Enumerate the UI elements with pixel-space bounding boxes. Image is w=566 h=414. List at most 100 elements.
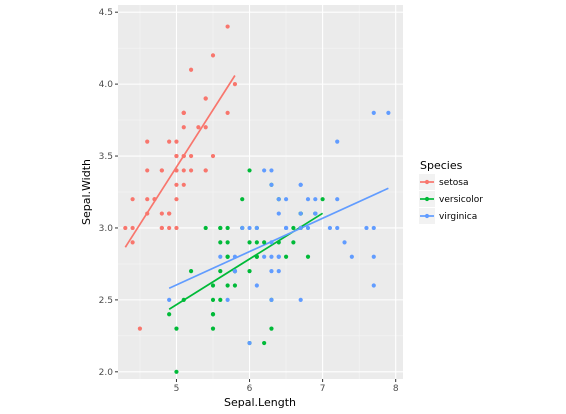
data-point-setosa <box>232 82 238 87</box>
data-point-virginica <box>269 269 274 274</box>
data-point-versicolor <box>291 240 296 245</box>
data-point-versicolor <box>247 269 252 274</box>
legend-item-versicolor: versicolor <box>419 191 483 207</box>
data-point-versicolor <box>174 369 179 374</box>
data-point-virginica <box>335 197 340 202</box>
legend-label: virginica <box>439 212 477 222</box>
data-point-versicolor <box>203 225 208 231</box>
data-point-setosa <box>225 24 230 29</box>
data-point-virginica <box>298 182 303 187</box>
legend-label: versicolor <box>439 195 483 205</box>
data-point-setosa <box>130 225 135 231</box>
data-point-virginica <box>167 297 172 302</box>
data-point-versicolor <box>254 254 259 259</box>
data-point-setosa <box>181 168 186 173</box>
y-tick-label: 3.5 <box>99 152 113 162</box>
data-point-setosa <box>174 168 179 173</box>
data-point-versicolor <box>320 197 325 202</box>
data-point-virginica <box>276 211 281 216</box>
legend-item-virginica: virginica <box>419 208 477 224</box>
data-point-setosa <box>188 67 194 72</box>
data-point-versicolor <box>291 225 296 231</box>
data-point-setosa <box>167 211 172 216</box>
data-point-versicolor <box>218 269 223 274</box>
x-tick-label: 8 <box>393 384 399 394</box>
data-point-setosa <box>145 168 150 173</box>
data-point-virginica <box>349 254 354 259</box>
legend-label: setosa <box>439 178 468 188</box>
y-tick-label: 4.0 <box>99 80 114 90</box>
data-point-virginica <box>298 211 303 216</box>
y-axis-title: Sepal.Width <box>80 159 93 225</box>
data-point-versicolor <box>225 240 230 245</box>
data-point-virginica <box>247 340 252 346</box>
data-point-setosa <box>137 326 143 331</box>
data-point-versicolor <box>188 269 194 274</box>
data-point-setosa <box>159 168 164 173</box>
regression-line-setosa <box>124 75 236 248</box>
data-point-versicolor <box>269 326 274 331</box>
data-point-setosa <box>203 96 208 101</box>
data-point-versicolor <box>254 240 259 245</box>
data-point-setosa <box>225 110 230 115</box>
data-point-versicolor <box>276 240 281 245</box>
data-point-virginica <box>276 254 281 259</box>
data-point-virginica <box>283 197 289 202</box>
data-point-setosa <box>203 125 208 130</box>
legend-title: Species <box>420 159 463 172</box>
data-point-versicolor <box>181 297 186 302</box>
x-axis-tick-labels: 5 6 7 8 <box>174 384 399 394</box>
data-point-virginica <box>232 254 238 259</box>
y-axis-tick-labels: 2.0 2.5 3.0 3.5 4.0 4.5 <box>99 8 114 378</box>
data-point-setosa <box>167 139 172 144</box>
data-point-setosa <box>210 153 216 159</box>
data-point-virginica <box>240 225 245 231</box>
legend-key-point <box>424 196 430 202</box>
data-point-versicolor <box>210 312 216 317</box>
data-point-versicolor <box>225 283 230 288</box>
data-point-virginica <box>371 225 376 231</box>
data-point-virginica <box>276 269 281 274</box>
data-point-virginica <box>262 168 267 173</box>
data-point-setosa <box>145 197 150 202</box>
data-point-versicolor <box>247 168 252 173</box>
data-point-setosa <box>159 225 164 231</box>
data-point-setosa <box>181 153 186 159</box>
data-point-versicolor <box>218 225 223 231</box>
data-point-virginica <box>371 283 376 288</box>
legend-key-point <box>424 179 430 185</box>
data-point-virginica <box>276 197 281 202</box>
data-point-setosa <box>159 211 164 216</box>
data-point-setosa <box>174 153 179 159</box>
data-point-virginica <box>305 197 311 202</box>
data-point-virginica <box>342 240 347 245</box>
legend: Species setosa versicolor virginica <box>419 159 483 224</box>
data-point-virginica <box>269 297 274 302</box>
data-point-setosa <box>130 240 135 245</box>
data-point-virginica <box>232 269 238 274</box>
data-point-setosa <box>188 153 194 159</box>
data-point-versicolor <box>167 312 172 317</box>
data-point-virginica <box>283 225 289 231</box>
data-point-setosa <box>181 125 186 130</box>
data-point-versicolor <box>240 197 245 202</box>
data-point-virginica <box>254 283 259 288</box>
data-point-setosa <box>174 197 179 202</box>
y-tick-label: 2.0 <box>99 368 114 378</box>
data-point-setosa <box>181 110 186 115</box>
data-point-setosa <box>145 139 150 144</box>
data-point-virginica <box>313 211 318 216</box>
regression-lines <box>124 75 389 310</box>
data-point-virginica <box>218 254 223 259</box>
data-point-setosa <box>196 125 201 130</box>
data-point-virginica <box>305 225 311 231</box>
legend-keys: setosa versicolor virginica <box>419 174 483 224</box>
legend-key-point <box>424 213 430 219</box>
y-tick-label: 4.5 <box>99 8 113 18</box>
data-point-virginica <box>247 225 252 231</box>
legend-item-setosa: setosa <box>419 174 468 190</box>
data-point-virginica <box>335 225 340 231</box>
data-point-setosa <box>174 139 179 144</box>
y-tick-label: 3.0 <box>99 224 114 234</box>
